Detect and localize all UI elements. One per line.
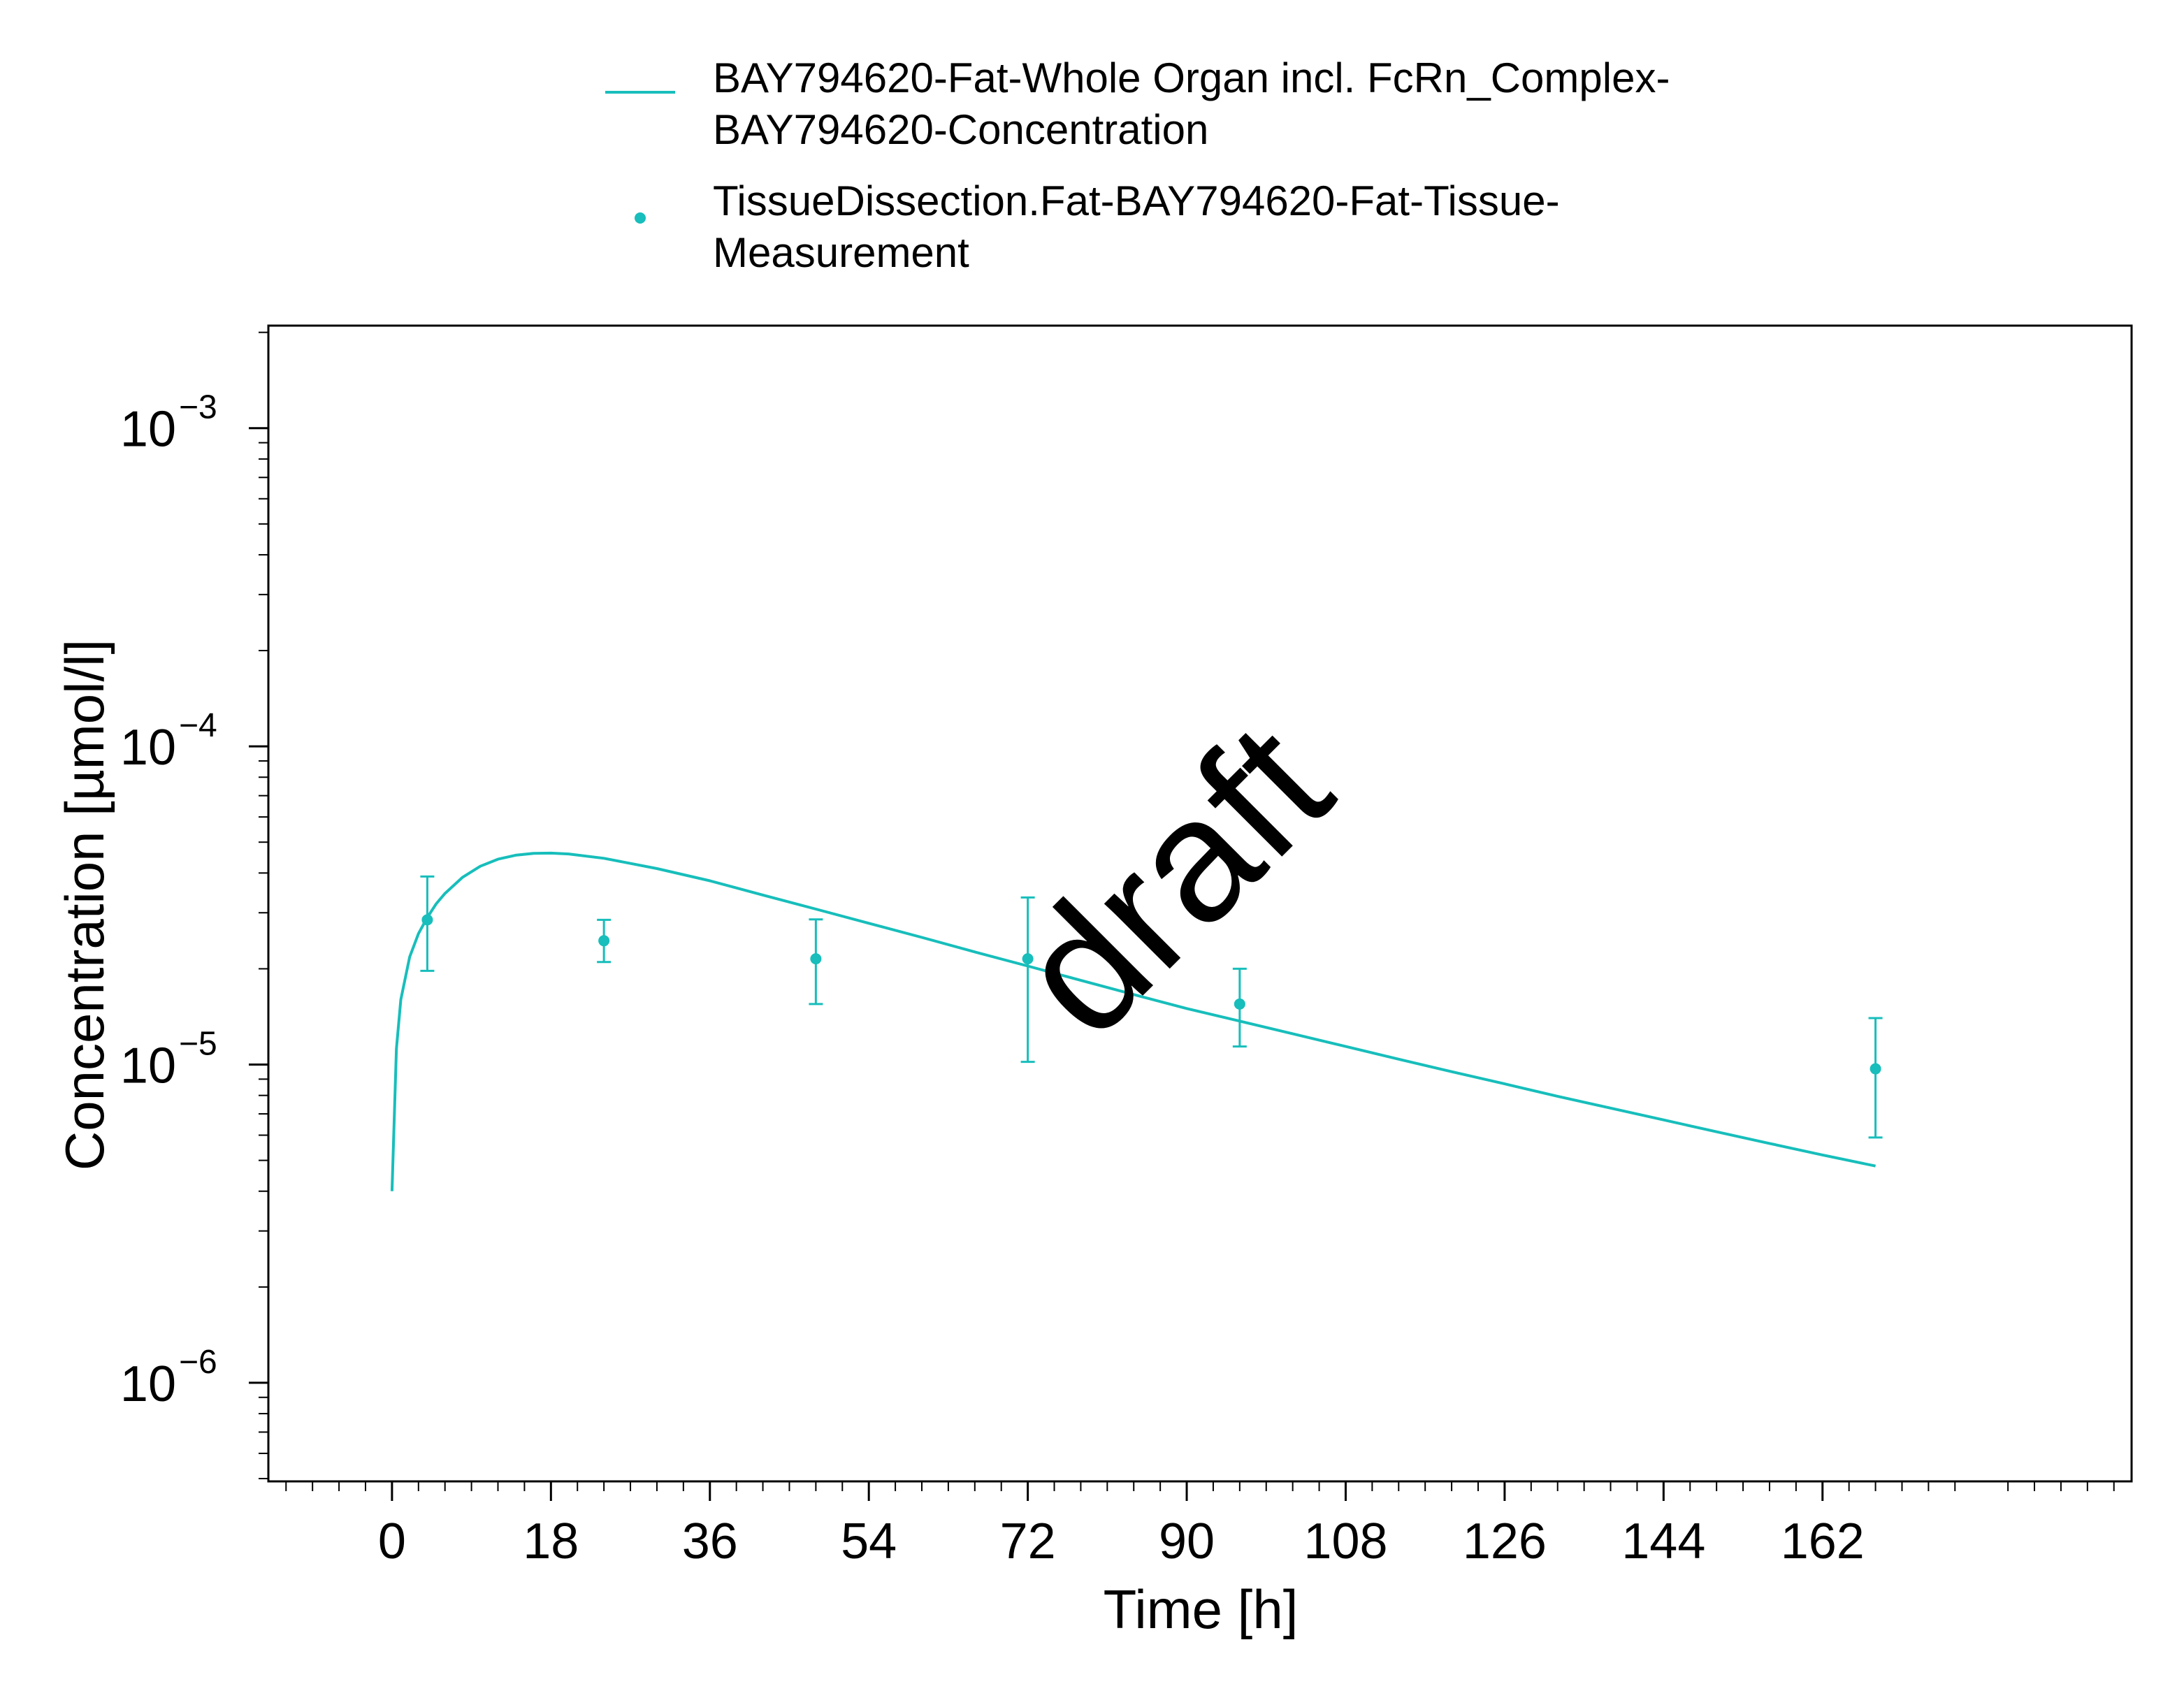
- watermark: draft: [981, 687, 1366, 1072]
- measurement-point: [598, 935, 610, 947]
- y-tick-label: 10 −6: [120, 1344, 217, 1412]
- y-tick-label-exponent: −3: [179, 389, 217, 426]
- y-tick-label-exponent: −6: [179, 1344, 217, 1381]
- simulation-line: [390, 851, 1876, 1191]
- legend: BAY794620-Fat-Whole Organ incl. FcRn_Com…: [605, 55, 1670, 276]
- x-tick-label: 36: [682, 1514, 738, 1569]
- measurement-point: [421, 914, 433, 926]
- y-tick-label-base: 10: [120, 402, 176, 458]
- x-axis-title: Time [h]: [1104, 1578, 1299, 1640]
- x-tick-label: 162: [1781, 1514, 1865, 1569]
- legend-label-line-1: BAY794620-Fat-Whole Organ incl. FcRn_Com…: [713, 55, 1670, 101]
- x-tick-label: 144: [1621, 1514, 1705, 1569]
- measurement-point-group: [1232, 967, 1247, 1048]
- measurement-point: [1870, 1063, 1881, 1075]
- x-tick-label: 54: [841, 1514, 897, 1569]
- y-tick-label: 10 −4: [120, 707, 217, 776]
- measurement-point-group: [597, 918, 612, 964]
- measurement-point: [1022, 953, 1034, 965]
- x-tick-label: 0: [378, 1514, 406, 1569]
- measurement-point: [810, 953, 822, 965]
- y-axis-title: Concentration [µmol/l]: [54, 639, 115, 1170]
- y-tick-label: 10 −3: [120, 389, 217, 458]
- measurement-point: [1234, 998, 1245, 1010]
- y-tick-label-exponent: −5: [179, 1026, 217, 1063]
- x-tick-label: 72: [1000, 1514, 1056, 1569]
- legend-label-line-2: BAY794620-Concentration: [713, 106, 1208, 153]
- legend-marker-swatch: [635, 212, 646, 224]
- x-tick-label: 108: [1303, 1514, 1387, 1569]
- measurement-point-group: [1020, 896, 1035, 1064]
- data-series: [390, 851, 1883, 1191]
- y-tick-label-base: 10: [120, 1356, 176, 1412]
- y-tick-label-base: 10: [120, 720, 176, 776]
- y-tick-label: 10 −5: [120, 1026, 217, 1094]
- plot-frame: [267, 324, 2133, 1483]
- legend-label-marker-2: Measurement: [713, 229, 969, 276]
- y-tick-label-exponent: −4: [179, 707, 217, 744]
- y-tick-label-base: 10: [120, 1038, 176, 1094]
- x-tick-label: 90: [1159, 1514, 1215, 1569]
- measurement-point-group: [1868, 1017, 1883, 1139]
- legend-label-marker-1: TissueDissection.Fat-BAY794620-Fat-Tissu…: [713, 177, 1560, 224]
- x-tick-label: 18: [523, 1514, 579, 1569]
- measurement-point-group: [420, 875, 435, 972]
- measurement-point-group: [809, 918, 823, 1006]
- x-tick-label: 126: [1463, 1514, 1547, 1569]
